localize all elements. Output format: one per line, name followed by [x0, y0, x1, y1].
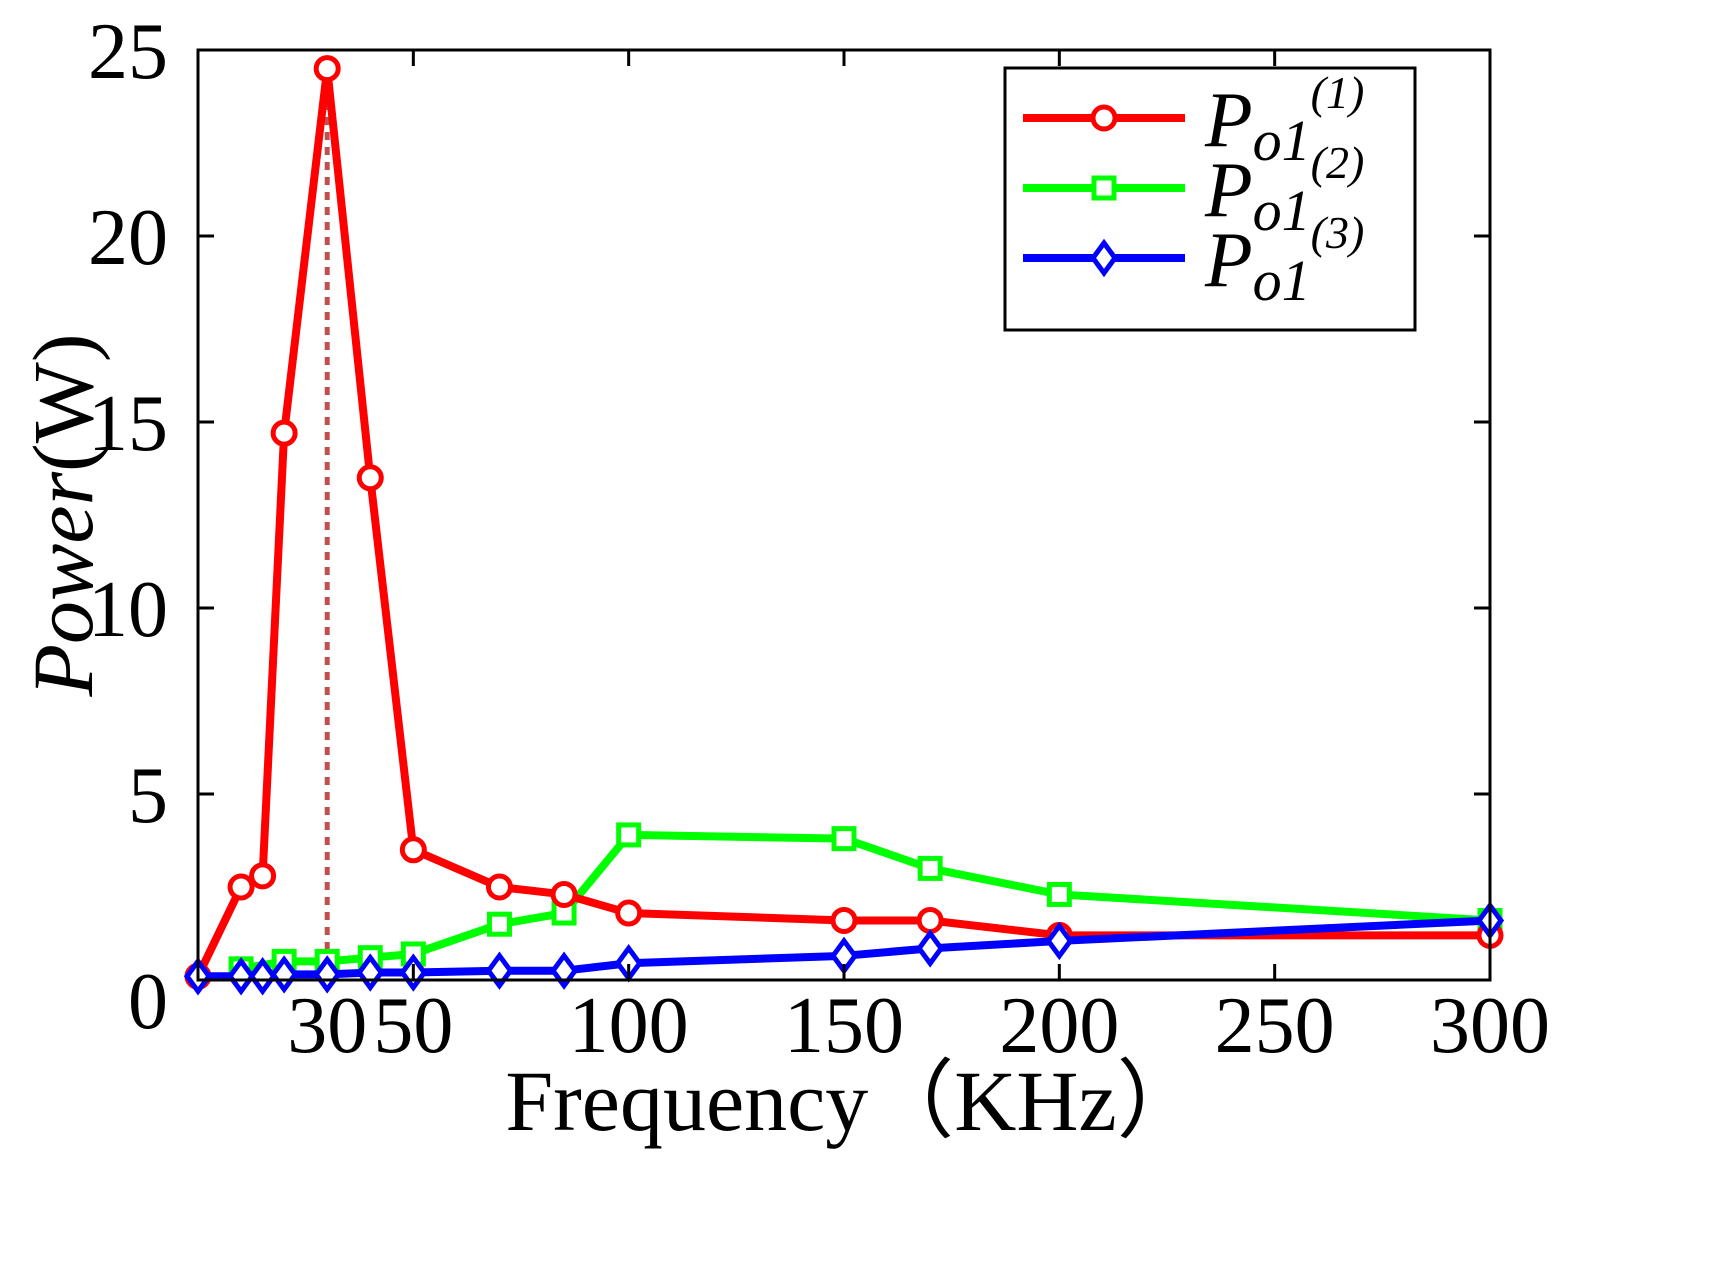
data-point	[226, 957, 256, 996]
data-point	[916, 906, 944, 934]
data-point	[270, 419, 298, 447]
legend-label-sub: o1	[1253, 178, 1311, 243]
y-axis-title-unit: (W)	[15, 334, 111, 472]
data-point	[399, 836, 427, 864]
data-point	[486, 911, 512, 937]
data-point	[549, 951, 579, 990]
data-point	[485, 873, 513, 901]
y-tick-label: 10	[88, 566, 168, 654]
legend-label-sup: (2)	[1311, 137, 1365, 188]
x-tick-label: 300	[1430, 982, 1550, 1070]
legend-label-sub: o1	[1253, 248, 1311, 313]
legend-box	[1003, 66, 1417, 332]
legend-label-base: P	[1204, 76, 1253, 163]
series-3	[183, 901, 1505, 996]
y-axis-title-italic: Power	[15, 471, 111, 697]
legend-marker	[1091, 175, 1117, 201]
data-point	[831, 826, 857, 852]
x-axis-title: Frequency（KHz）	[505, 1053, 1202, 1149]
x-tick-label-extra: 30	[287, 982, 367, 1070]
legend-label-sub: o1	[1253, 108, 1311, 173]
data-point	[1046, 881, 1072, 907]
data-point	[270, 955, 299, 994]
data-point	[248, 957, 277, 996]
legend-marker	[1090, 104, 1118, 132]
data-point	[615, 899, 643, 927]
legend-label: Po1(1)	[1204, 67, 1364, 173]
legend-label-base: P	[1204, 146, 1253, 233]
legend-entry: Po1(2)	[1023, 137, 1364, 243]
series-line	[194, 64, 1490, 979]
y-tick-label: 5	[128, 752, 168, 840]
x-tick-label: 200	[999, 982, 1119, 1070]
legend-entry: Po1(1)	[1023, 67, 1364, 173]
x-tick-label: 100	[569, 982, 689, 1070]
legend-label: Po1(3)	[1204, 207, 1364, 313]
data-point	[1045, 921, 1074, 961]
legend-label-sup: (1)	[1311, 67, 1365, 118]
data-point	[313, 955, 342, 994]
data-point	[917, 855, 943, 881]
legend-label-sup: (3)	[1311, 207, 1365, 258]
x-tick-label: 250	[1215, 982, 1335, 1070]
data-point	[313, 55, 341, 83]
data-point	[485, 951, 514, 990]
legend-label: Po1(2)	[1204, 137, 1364, 243]
legend-marker	[1089, 238, 1119, 278]
data-point	[916, 929, 945, 968]
data-point	[550, 880, 578, 908]
data-point	[249, 862, 277, 890]
y-axis-title: Power(W)	[15, 334, 111, 698]
axis-labels: Frequency（KHz） Power(W)	[15, 334, 1203, 1150]
y-tick-label: 0	[128, 958, 168, 1046]
legend: Po1(1)Po1(2)Po1(3)	[1003, 66, 1417, 332]
x-tick-label: 150	[784, 982, 904, 1070]
legend-label-base: P	[1204, 216, 1253, 303]
legend-entry: Po1(3)	[1023, 207, 1364, 313]
y-tick-label: 15	[88, 380, 168, 468]
y-tick-label: 20	[88, 194, 168, 282]
x-tick-label: 50	[373, 982, 453, 1070]
data-point	[227, 873, 255, 901]
data-point	[616, 822, 642, 848]
data-point	[356, 464, 384, 492]
data-point	[830, 906, 858, 934]
y-tick-label: 25	[88, 8, 168, 96]
